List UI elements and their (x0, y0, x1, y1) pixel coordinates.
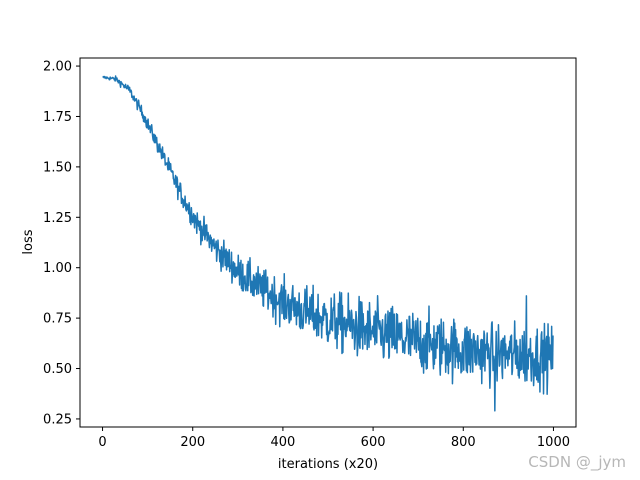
x-tick-label: 200 (180, 435, 205, 450)
y-tick-label: 0.50 (43, 362, 72, 377)
series-layer (102, 75, 554, 412)
y-axis-label: loss (21, 229, 36, 254)
x-tick-label: 400 (270, 435, 295, 450)
y-axis-ticks: 0.25 0.50 0.75 1.00 1.25 1.50 1.75 2.00 (43, 60, 80, 427)
x-axis-ticks: 0 200 400 600 800 1000 (98, 427, 570, 450)
y-tick-label: 0.25 (43, 412, 72, 427)
x-tick-label: 600 (361, 435, 386, 450)
y-tick-label: 1.75 (43, 110, 72, 125)
y-tick-label: 0.75 (43, 312, 72, 327)
x-tick-label: 1000 (537, 435, 570, 450)
y-tick-label: 1.00 (43, 261, 72, 276)
x-tick-label: 800 (451, 435, 476, 450)
loss-series-line (102, 75, 554, 412)
x-axis-label: iterations (x20) (278, 457, 378, 472)
y-tick-label: 1.50 (43, 160, 72, 175)
y-tick-label: 1.25 (43, 211, 72, 226)
plot-frame (79, 57, 577, 428)
watermark-text: CSDN @_jym (528, 453, 626, 471)
x-tick-label: 0 (98, 435, 106, 450)
y-tick-label: 2.00 (43, 60, 72, 75)
